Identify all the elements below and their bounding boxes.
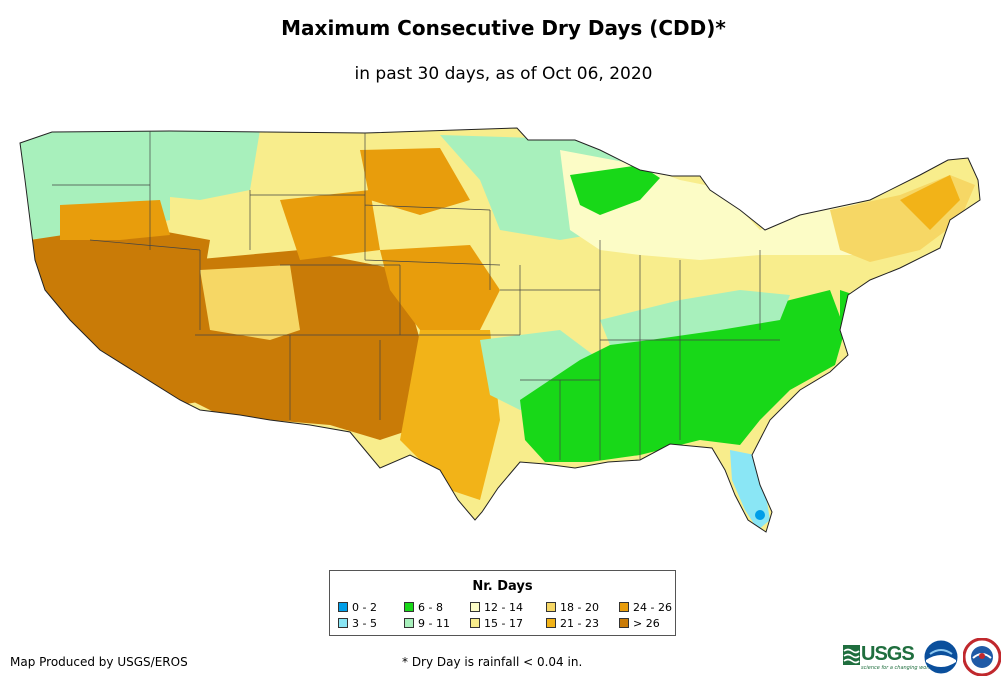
dry-day-footnote: * Dry Day is rainfall < 0.04 in.: [402, 655, 583, 669]
legend-swatch: [404, 602, 414, 612]
state-boundaries: [52, 131, 780, 460]
legend-title: Nr. Days: [472, 579, 533, 594]
legend-swatch: [619, 618, 629, 628]
legend-swatch: [546, 602, 556, 612]
oregon-dry-region: [60, 200, 170, 240]
map-credit: Map Produced by USGS/EROS: [10, 655, 188, 669]
legend-label: 24 - 26: [633, 601, 672, 614]
legend-swatch: [546, 618, 556, 628]
legend-label: > 26: [633, 617, 660, 630]
wisconsin-wet-region: [570, 165, 660, 215]
great-basin-region: [200, 265, 300, 340]
maine-dry-region: [900, 175, 960, 230]
usgs-tagline: science for a changing world: [861, 665, 933, 671]
legend-swatch: [338, 618, 348, 628]
legend: Nr. Days 0 - 2 3 - 5 6 - 8 9 - 11 12 - 14 15 …: [329, 570, 676, 636]
northern-rockies-region: [150, 130, 260, 200]
florida-wettest-spot: [755, 510, 765, 520]
legend-label: 0 - 2: [352, 601, 377, 614]
usgs-wordmark: USGS: [861, 643, 915, 665]
southeast-wet-region: [520, 290, 845, 462]
legend-swatch: [470, 602, 480, 612]
noaa-logo-icon: [924, 640, 958, 674]
far-west-driest-region: [30, 225, 210, 405]
legend-swatch: [470, 618, 480, 628]
legend-swatch: [619, 602, 629, 612]
legend-label: 21 - 23: [560, 617, 599, 630]
texas-dry-region: [400, 330, 500, 500]
ohio-valley-region: [600, 290, 790, 345]
map-subtitle: in past 30 days, as of Oct 06, 2020: [354, 64, 653, 84]
usgs-logo: USGS science for a changing world: [843, 643, 933, 671]
map-title: Maximum Consecutive Dry Days (CDD)*: [281, 16, 726, 40]
legend-label: 15 - 17: [484, 617, 523, 630]
legend-label: 12 - 14: [484, 601, 523, 614]
dakotas-dry-region: [360, 148, 470, 215]
us-outline: [19, 127, 981, 533]
legend-swatch: [338, 602, 348, 612]
legend-label: 3 - 5: [352, 617, 377, 630]
wyoming-dry-region: [280, 190, 380, 260]
legend-label: 9 - 11: [418, 617, 450, 630]
usgs-waves-icon: [843, 645, 860, 665]
legend-swatch: [404, 618, 414, 628]
nws-logo-icon: [963, 638, 1001, 676]
central-plains-dry-region: [380, 245, 500, 330]
legend-label: 6 - 8: [418, 601, 443, 614]
legend-label: 18 - 20: [560, 601, 599, 614]
